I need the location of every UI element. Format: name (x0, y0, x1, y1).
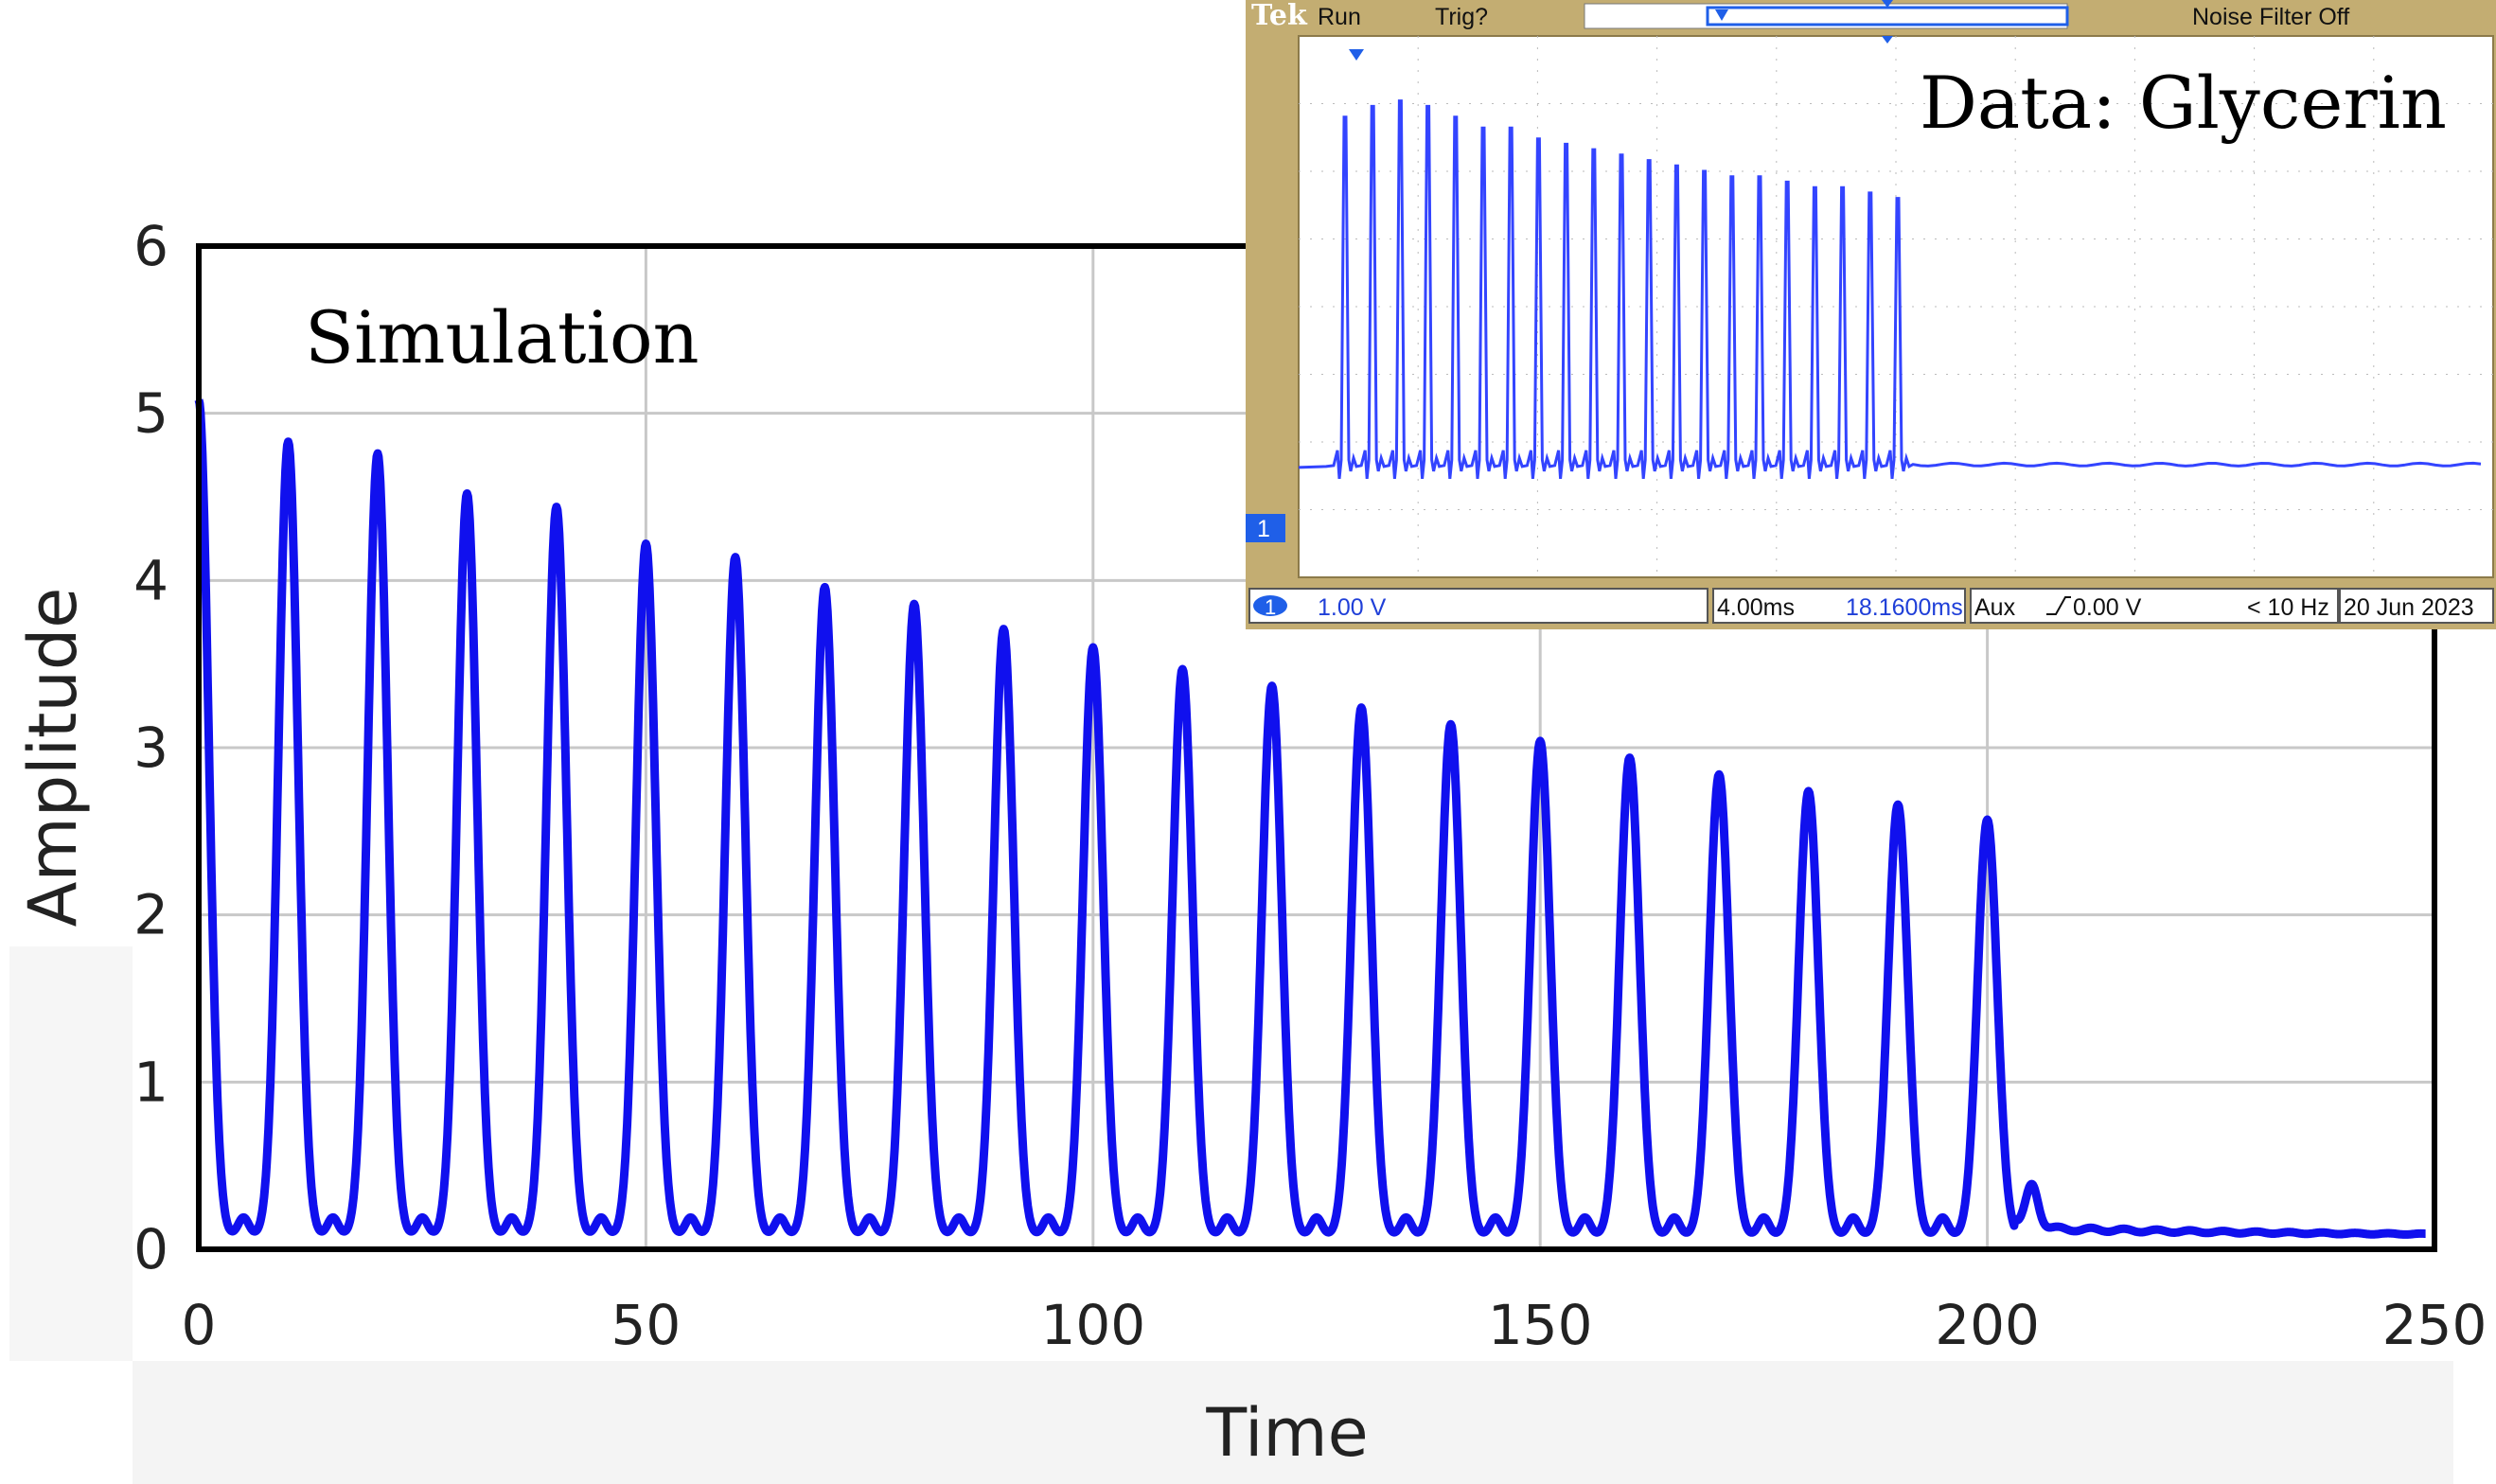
y-tick-label: 2 (133, 883, 168, 947)
trigger-level: 0.00 V (2073, 594, 2142, 621)
y-tick-label: 3 (133, 716, 168, 780)
scope-date: 20 Jun 2023 (2344, 594, 2474, 621)
y-tick-label: 6 (133, 214, 168, 278)
y-tick-label: 1 (133, 1050, 168, 1114)
y-tick-label: 0 (133, 1217, 168, 1281)
trigger-position-marker (1349, 49, 1364, 61)
x-axis-label: Time (1205, 1394, 1368, 1472)
scope-caption: Data: Glycerin (1920, 61, 2447, 145)
channel-1-ground-marker (1246, 514, 1285, 542)
x-tick-label: 100 (1040, 1293, 1145, 1357)
trigger-source: Aux (1974, 594, 2016, 621)
y-axis-label: Amplitude (14, 588, 92, 928)
oscilloscope-screen: Tek Run Trig? Noise Filter Off 1 Data: G… (1246, 0, 2494, 624)
channel-1-badge-label: 1 (1265, 595, 1276, 619)
center-marker-screen-icon (1882, 36, 1893, 44)
scope-brand: Tek (1251, 0, 1308, 32)
record-window-indicator (1706, 6, 2069, 26)
channel-1-marker-label: 1 (1257, 516, 1270, 542)
trigger-readout (1970, 588, 2339, 624)
x-tick-label: 150 (1488, 1293, 1593, 1357)
x-tick-label: 200 (1935, 1293, 2040, 1357)
scope-trace (1298, 99, 2482, 480)
y-tick-label: 5 (133, 381, 168, 446)
x-tick-label: 50 (611, 1293, 681, 1357)
x-tick-label: 0 (182, 1293, 217, 1357)
channel-scale-value: 1.00 V (1318, 594, 1387, 621)
timebase-readout (1712, 588, 1966, 624)
date-readout (2339, 588, 2494, 624)
x-tick-label: 250 (2382, 1293, 2487, 1357)
oscilloscope-inset: Tek Run Trig? Noise Filter Off 1 Data: G… (1246, 0, 2496, 629)
y-tick-labels: 0 1 2 3 4 5 6 (133, 214, 168, 1281)
x-tick-labels: 0 50 100 150 200 250 (182, 1293, 2487, 1357)
simulation-series-line (194, 398, 2430, 1239)
center-marker-icon (1882, 0, 1893, 8)
noise-filter-status: Noise Filter Off (2192, 4, 2349, 30)
bottom-panel-tint (133, 1361, 2453, 1484)
timebase-value: 4.00ms (1717, 594, 1795, 621)
simulation-title: Simulation (305, 295, 699, 380)
scope-run-status: Run (1318, 4, 1361, 30)
channel-scale-readout (1248, 588, 1708, 624)
rising-edge-icon (2046, 596, 2071, 615)
y-tick-label: 4 (133, 548, 168, 612)
channel-1-badge (1253, 595, 1287, 616)
trigger-position-marker-top (1715, 9, 1728, 21)
trigger-position-value: 18.1600ms (1846, 594, 1963, 621)
scope-trigger-status: Trig? (1435, 4, 1488, 30)
trigger-frequency: < 10 Hz (2247, 594, 2329, 621)
left-panel-tint (9, 946, 133, 1361)
